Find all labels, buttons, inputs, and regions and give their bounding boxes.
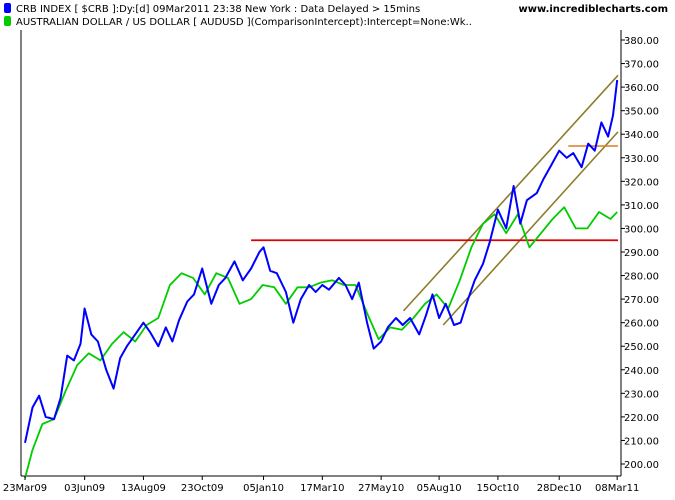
x-axis: 23Mar09 03Jun09 13Aug09 23Oct09 05Jan10 17Mar… [3,476,639,494]
y-tick-label: 340.00 [624,130,659,141]
crb-legend-label: CRB INDEX [ $CRB ]:Dy:[d] 09Mar2011 23:3… [16,4,420,15]
y-tick-label: 300.00 [624,224,659,235]
y-tick-label: 240.00 [624,366,659,377]
y-tick-label: 280.00 [624,272,659,283]
x-tick-label: 08Mar11 [595,483,639,494]
y-tick-label: 210.00 [624,436,659,447]
y-tick-label: 310.00 [624,201,659,212]
y-tick-label: 360.00 [624,83,659,94]
x-tick-label: 15Oct10 [477,483,520,494]
channel-upper-line [402,74,619,312]
x-tick-label: 28Dec10 [537,483,582,494]
x-tick-label: 05Jan10 [243,483,284,494]
x-tick-label: 23Oct09 [181,483,224,494]
y-tick-label: 290.00 [624,248,659,259]
y-tick-label: 350.00 [624,107,659,118]
trend-lines [251,74,619,326]
y-tick-label: 320.00 [624,177,659,188]
y-tick-label: 230.00 [624,389,659,400]
y-axis: 200.00 210.00 220.00 230.00 240.00 250.00 260.… [621,36,659,471]
x-tick-label: 17Mar10 [300,483,344,494]
y-tick-label: 220.00 [624,413,659,424]
x-tick-label: 03Jun09 [64,483,105,494]
aud-legend-swatch [4,16,11,26]
y-tick-label: 260.00 [624,319,659,330]
aud-legend-label: AUSTRALIAN DOLLAR / US DOLLAR [ AUDUSD ]… [16,17,472,28]
audusd-line [24,206,618,479]
y-tick-label: 200.00 [624,460,659,471]
y-tick-label: 380.00 [624,36,659,47]
series-group [24,79,619,479]
y-tick-label: 370.00 [624,60,659,71]
x-tick-label: 05Aug10 [417,483,462,494]
y-tick-label: 250.00 [624,342,659,353]
x-tick-label: 23Mar09 [3,483,47,494]
y-tick-label: 330.00 [624,154,659,165]
y-tick-label: 270.00 [624,295,659,306]
channel-lower-line [442,131,619,326]
x-tick-label: 27May10 [358,483,404,494]
crb-index-line [24,79,619,444]
crb-legend-swatch [4,3,11,13]
x-tick-label: 13Aug09 [121,483,166,494]
site-watermark: www.incrediblecharts.com [519,4,669,15]
